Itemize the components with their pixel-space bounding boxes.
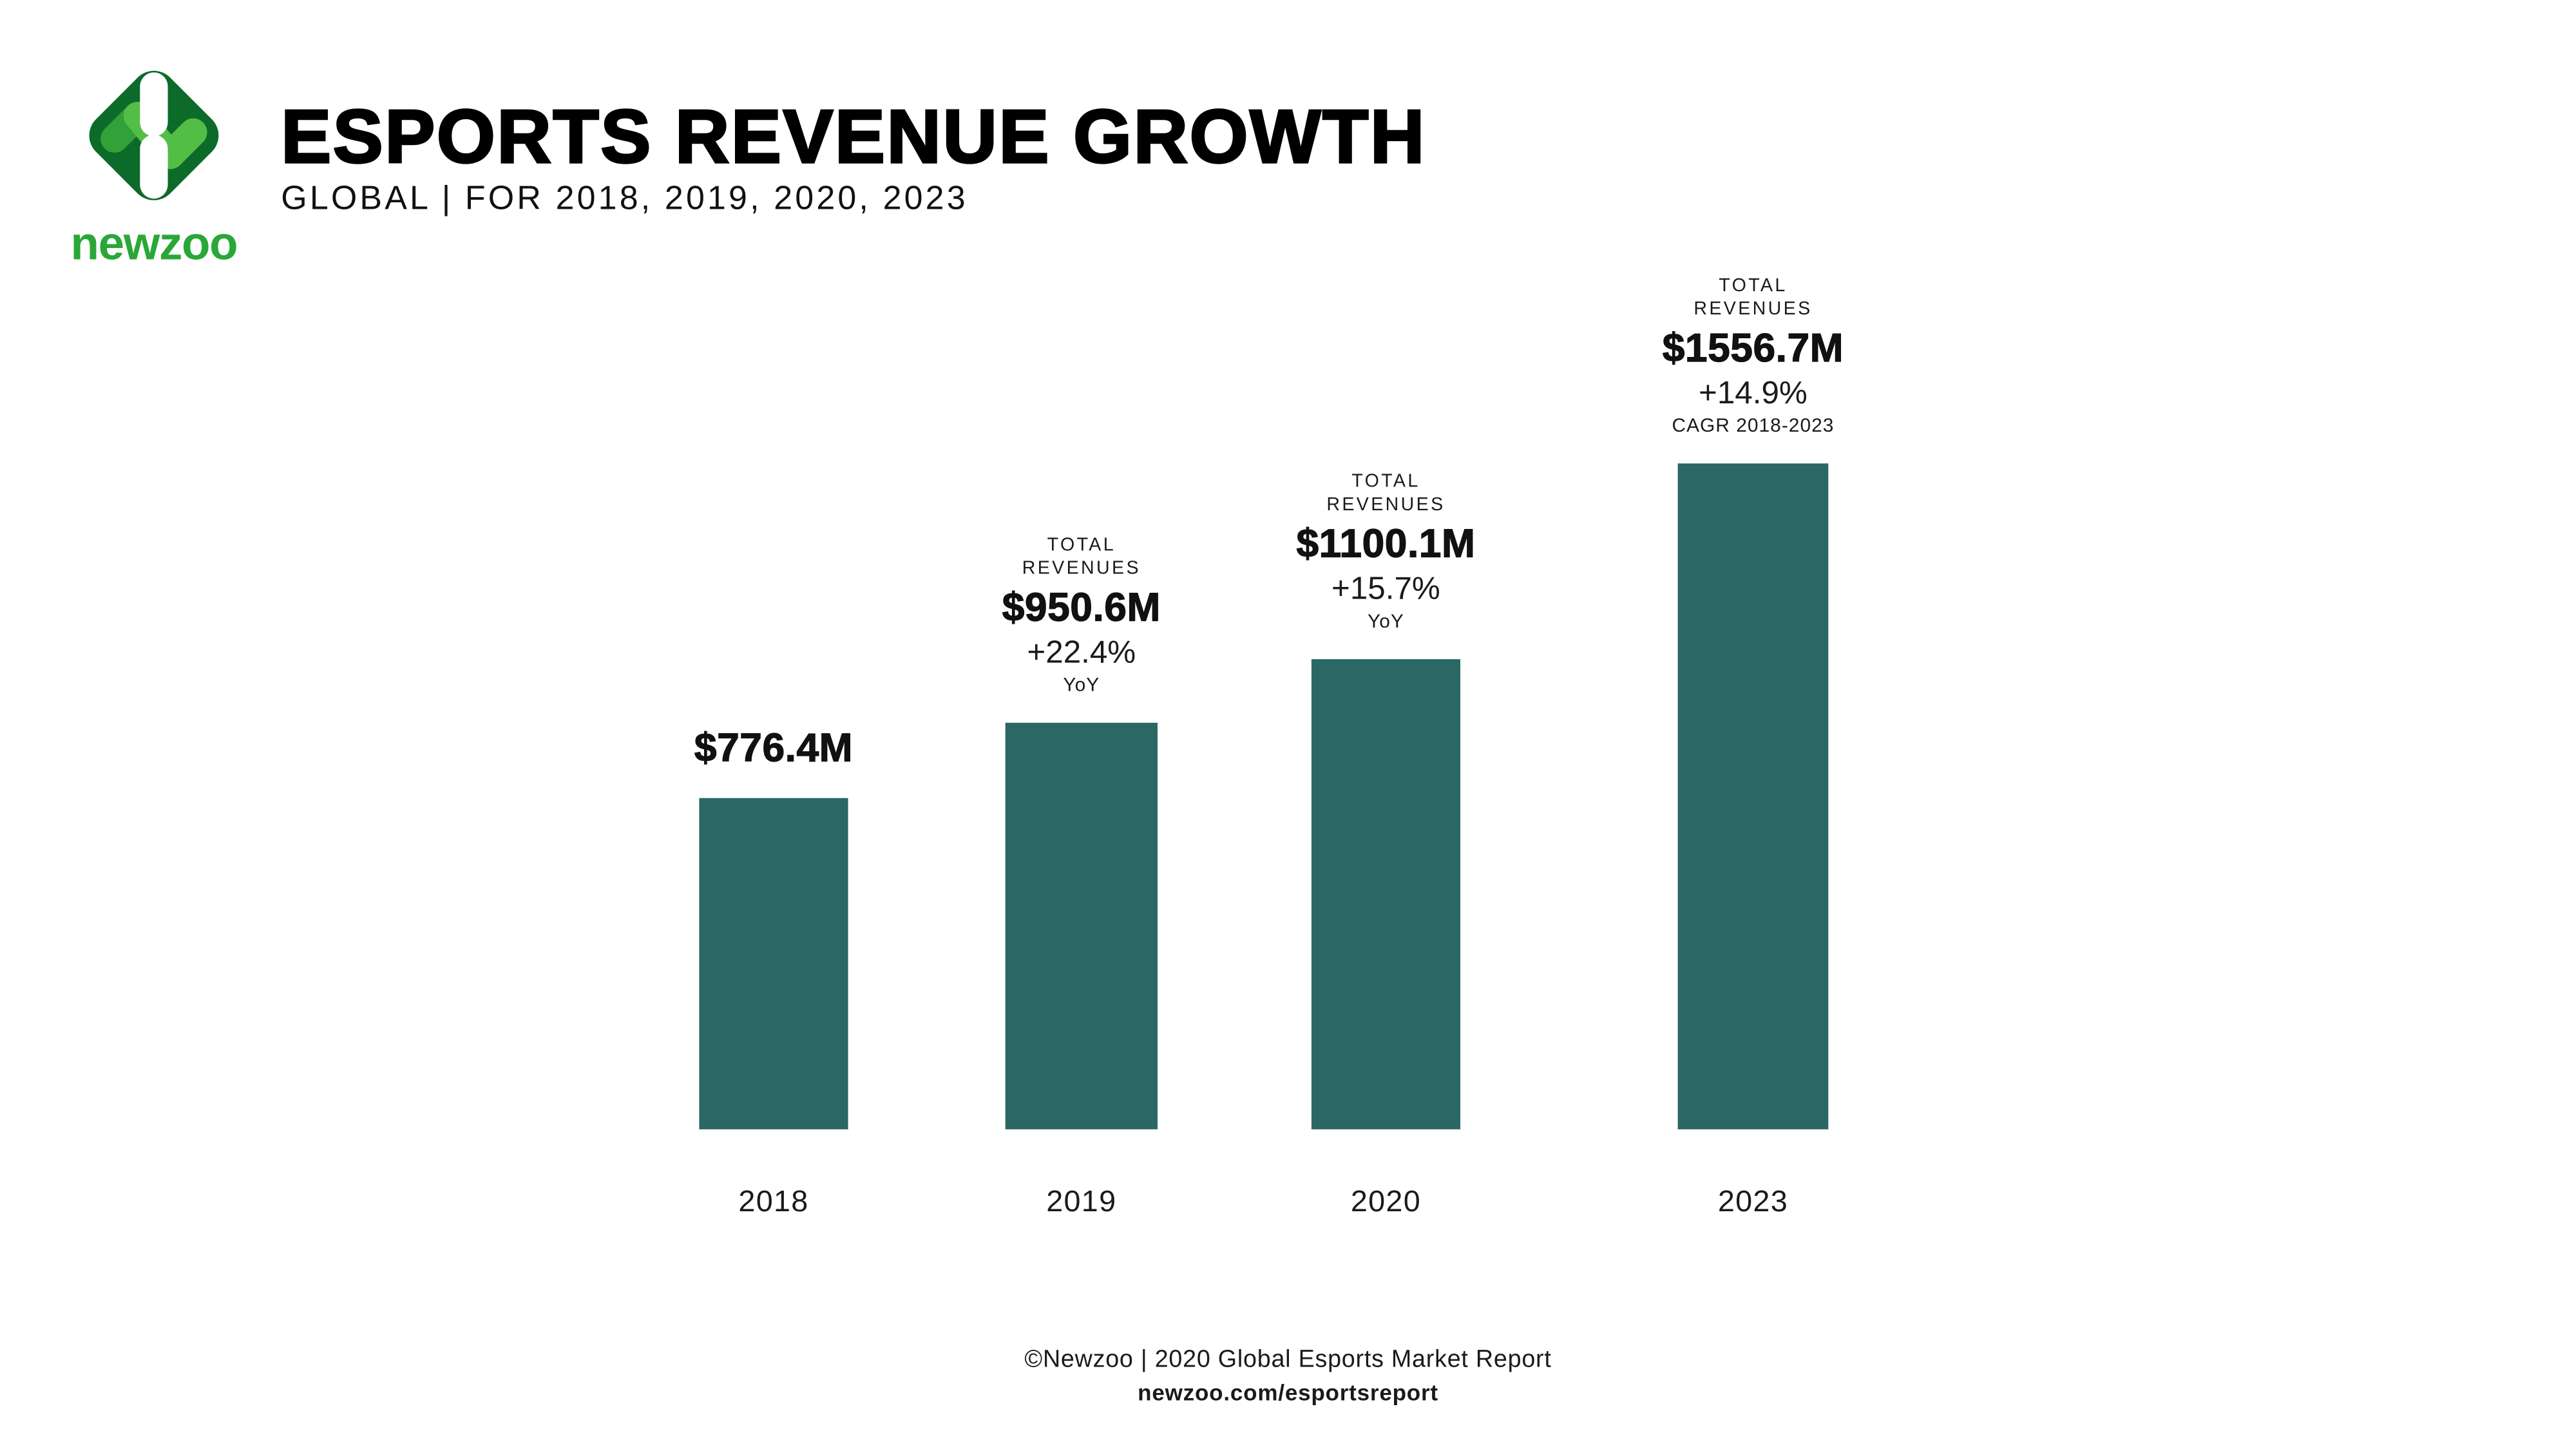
bar-2019 (1005, 722, 1158, 1129)
page-title: ESPORTS REVENUE GROWTH (280, 93, 1426, 180)
annotation-delta: +22.4% (1027, 635, 1136, 671)
annotation-2018: $776.4M (648, 720, 899, 774)
x-axis-label-2018: 2018 (738, 1184, 809, 1218)
chart-column-2018: $776.4M 2018 (694, 0, 853, 1218)
newzoo-logo-icon (89, 70, 219, 200)
newzoo-wordmark: newzoo (70, 217, 238, 270)
x-axis-label-2019: 2019 (1046, 1184, 1117, 1218)
annotation-value: $776.4M (694, 725, 854, 771)
annotation-caption: CAGR 2018-2023 (1672, 416, 1835, 437)
page-subtitle: GLOBAL | FOR 2018, 2019, 2020, 2023 (281, 180, 968, 218)
annotation-value: $950.6M (1002, 585, 1161, 631)
annotation-caption: YoY (1368, 611, 1404, 632)
annotation-2020: TOTAL REVENUES $1100.1M +15.7% YoY (1261, 470, 1512, 635)
annotation-delta: +14.9% (1699, 376, 1808, 412)
annotation-delta: +15.7% (1331, 571, 1440, 607)
x-axis-label-2020: 2020 (1350, 1184, 1422, 1218)
annotation-value: $1100.1M (1296, 521, 1476, 567)
annotation-2023: TOTAL REVENUES $1556.7M +14.9% CAGR 2018… (1628, 274, 1879, 440)
bar-2018 (699, 797, 848, 1129)
annotation-value: $1556.7M (1662, 326, 1844, 372)
annotation-pre-label: TOTAL REVENUES (1326, 471, 1445, 515)
x-axis-label-2023: 2023 (1717, 1184, 1789, 1218)
chart-column-2020: TOTAL REVENUES $1100.1M +15.7% YoY 2020 (1296, 0, 1476, 1218)
bar-chart: $776.4M 2018 TOTAL REVENUES $950.6M +22.… (694, 0, 1844, 1218)
annotation-pre-label: TOTAL REVENUES (1693, 276, 1813, 320)
source-line: ©Newzoo | 2020 Global Esports Market Rep… (1024, 1347, 1552, 1374)
source-footer: ©Newzoo | 2020 Global Esports Market Rep… (0, 1345, 2576, 1409)
chart-column-2019: TOTAL REVENUES $950.6M +22.4% YoY 2019 (1002, 0, 1161, 1218)
bar-2020 (1311, 658, 1461, 1129)
chart-column-2023: TOTAL REVENUES $1556.7M +14.9% CAGR 2018… (1662, 0, 1844, 1218)
annotation-2019: TOTAL REVENUES $950.6M +22.4% YoY (956, 533, 1207, 699)
newzoo-logo: newzoo (70, 53, 238, 271)
annotation-pre-label: TOTAL REVENUES (1022, 535, 1141, 579)
source-url: newzoo.com/esportsreport (1138, 1380, 1438, 1406)
bar-2023 (1677, 463, 1829, 1129)
annotation-caption: YoY (1063, 676, 1100, 696)
